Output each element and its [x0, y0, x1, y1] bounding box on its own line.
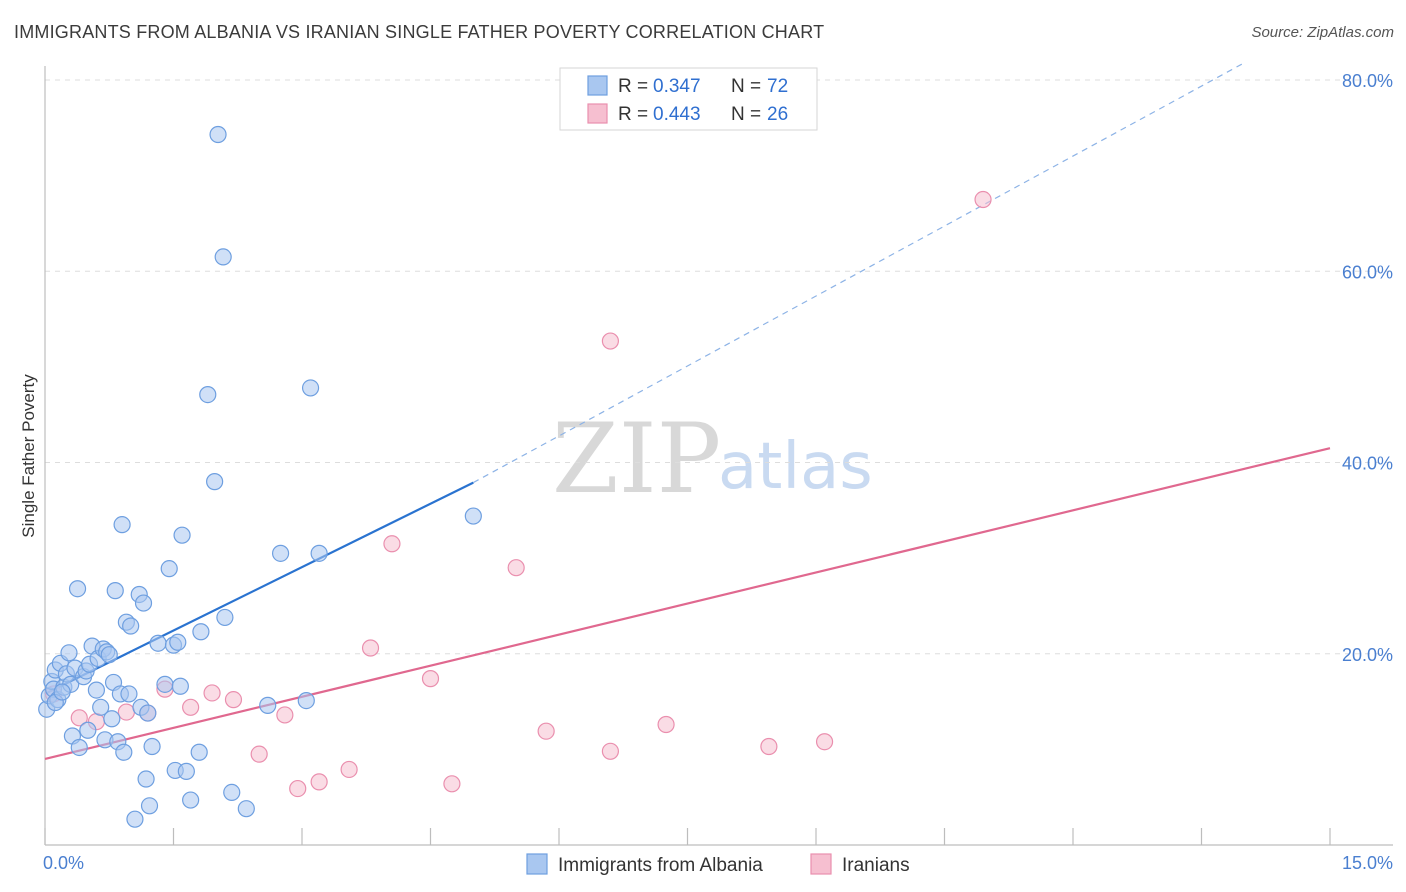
point-albania	[214, 248, 232, 266]
point-albania	[156, 675, 174, 693]
point-albania	[134, 594, 153, 612]
point-iran	[276, 706, 294, 724]
point-iran	[974, 190, 992, 209]
point-albania	[190, 743, 208, 761]
point-albania	[70, 738, 88, 757]
point-albania	[301, 379, 320, 397]
point-albania	[173, 526, 191, 544]
point-albania	[297, 692, 315, 710]
data-points	[38, 125, 992, 828]
point-iran	[340, 760, 358, 779]
y-axis-title: Single Father Poverty	[19, 374, 38, 538]
point-albania	[237, 800, 255, 818]
point-iran	[224, 691, 243, 709]
watermark-atlas: atlas	[718, 430, 873, 504]
point-albania	[100, 646, 118, 664]
chart-title: IMMIGRANTS FROM ALBANIA VS IRANIAN SINGL…	[14, 22, 825, 42]
point-iran	[250, 745, 268, 763]
bottom-legend-label-albania: Immigrants from Albania	[558, 855, 763, 876]
legend-r-value-iran: 0.443	[653, 104, 701, 125]
tick-labels: 20.0% 40.0% 60.0% 80.0% 0.0% 15.0%	[43, 71, 1393, 873]
point-albania	[464, 507, 482, 525]
point-albania	[206, 473, 224, 491]
legend-n-label-iran: N =	[731, 104, 761, 125]
point-albania	[199, 386, 217, 404]
point-albania	[106, 582, 124, 600]
legend-r-label-albania: R =	[618, 76, 648, 97]
legend-swatch-iran	[587, 103, 608, 124]
legend-swatch-albania	[587, 75, 608, 96]
point-albania	[79, 721, 97, 739]
point-albania	[192, 623, 210, 641]
x-tick-label-start: 0.0%	[43, 853, 84, 873]
point-albania	[137, 770, 155, 788]
point-iran	[537, 722, 555, 740]
point-albania	[182, 791, 200, 809]
grid-lines	[45, 79, 1393, 655]
point-iran	[289, 779, 307, 798]
x-tick-label-end: 15.0%	[1342, 853, 1393, 873]
point-albania	[169, 633, 187, 651]
point-albania	[149, 634, 167, 652]
point-albania	[122, 617, 140, 635]
point-albania	[115, 743, 133, 761]
point-iran	[421, 670, 440, 688]
trend-line-iran	[44, 447, 1331, 761]
point-albania	[223, 783, 241, 802]
point-albania	[209, 125, 227, 144]
point-albania	[68, 580, 87, 598]
point-albania	[92, 698, 110, 716]
legend-top: R = 0.347 N = 72 R = 0.443 N = 26	[559, 67, 818, 131]
point-albania	[143, 737, 161, 756]
legend-n-value-iran: 26	[767, 104, 788, 125]
bottom-legend-swatch-iran	[810, 853, 832, 875]
point-iran	[443, 775, 461, 793]
point-albania	[171, 677, 189, 695]
point-iran	[70, 709, 88, 727]
point-iran	[601, 742, 620, 760]
point-albania	[140, 797, 159, 815]
point-iran	[760, 737, 778, 756]
y-tick-label: 60.0%	[1342, 262, 1393, 282]
point-albania	[310, 544, 328, 562]
legend-n-value-albania: 72	[767, 76, 788, 97]
y-tick-label: 20.0%	[1342, 645, 1393, 665]
point-albania	[103, 710, 121, 728]
point-albania	[87, 681, 106, 699]
point-iran	[117, 703, 135, 721]
point-albania	[53, 683, 71, 701]
point-albania	[113, 516, 131, 534]
y-tick-label: 40.0%	[1342, 454, 1393, 474]
point-albania	[126, 810, 144, 828]
watermark: ZIP atlas	[552, 403, 873, 515]
point-albania	[60, 644, 78, 662]
point-albania	[259, 696, 277, 714]
point-iran	[601, 332, 620, 350]
bottom-legend-label-iran: Iranians	[842, 855, 910, 876]
legend-n-label-albania: N =	[731, 76, 761, 97]
source-label: Source: ZipAtlas.com	[1251, 24, 1394, 41]
point-iran	[815, 733, 834, 751]
legend-r-value-albania: 0.347	[653, 76, 701, 97]
point-iran	[203, 684, 221, 702]
point-iran	[361, 639, 380, 657]
point-iran	[310, 773, 328, 791]
legend-bottom: Immigrants from Albania Iranians	[526, 853, 910, 876]
bottom-legend-swatch-albania	[526, 853, 548, 875]
point-albania	[120, 685, 138, 703]
legend-r-label-iran: R =	[618, 104, 648, 125]
point-albania	[177, 762, 195, 780]
trend-line-albania-extension	[473, 62, 1245, 484]
point-albania	[160, 560, 178, 578]
point-iran	[383, 535, 401, 553]
point-iran	[182, 698, 200, 716]
point-iran	[507, 559, 525, 577]
point-albania	[216, 608, 234, 627]
point-albania	[271, 544, 290, 562]
watermark-zip: ZIP	[552, 403, 721, 515]
y-tick-label: 80.0%	[1342, 71, 1393, 91]
point-iran	[657, 715, 675, 734]
point-albania	[139, 704, 157, 722]
